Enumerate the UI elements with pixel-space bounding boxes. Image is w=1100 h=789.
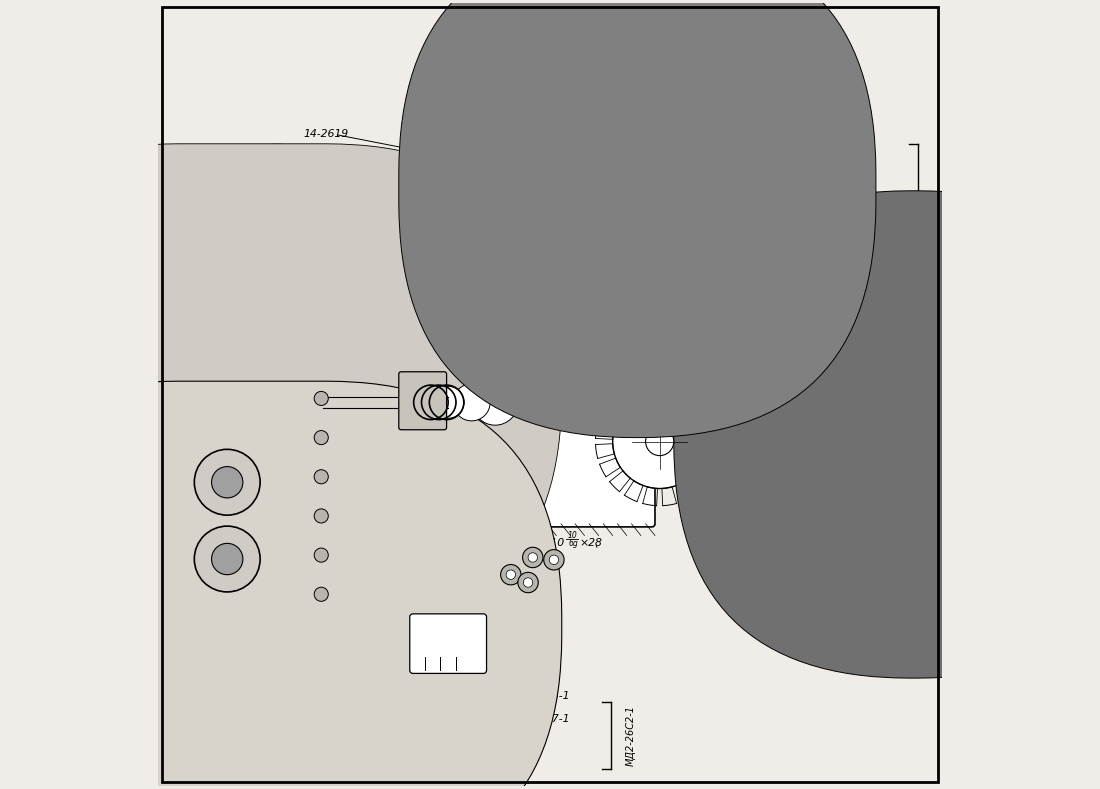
Circle shape <box>524 578 532 587</box>
FancyBboxPatch shape <box>410 614 486 673</box>
Circle shape <box>500 564 521 585</box>
Text: СМД2-2601-1: СМД2-2601-1 <box>342 313 417 323</box>
FancyBboxPatch shape <box>616 204 647 224</box>
Text: СМД2-2616-1: СМД2-2616-1 <box>201 492 276 501</box>
Circle shape <box>528 553 538 562</box>
Circle shape <box>453 361 537 444</box>
Text: OЛТ: OЛТ <box>458 341 642 417</box>
Circle shape <box>419 373 477 432</box>
Circle shape <box>836 391 851 407</box>
Circle shape <box>211 544 243 574</box>
Circle shape <box>613 394 706 488</box>
Text: 6g: 6g <box>568 539 578 548</box>
Text: СМД2-26С2-1: СМД2-26С2-1 <box>932 278 942 350</box>
FancyBboxPatch shape <box>0 381 562 789</box>
Circle shape <box>751 323 772 343</box>
Text: ×28: ×28 <box>580 538 603 548</box>
Circle shape <box>195 450 260 515</box>
Text: 3.2×25: 3.2×25 <box>778 45 817 54</box>
FancyBboxPatch shape <box>617 211 646 300</box>
Text: СМД2-2609-2: СМД2-2609-2 <box>304 158 377 167</box>
Circle shape <box>781 296 796 312</box>
FancyBboxPatch shape <box>399 372 447 430</box>
Circle shape <box>858 393 880 415</box>
Circle shape <box>315 509 328 523</box>
Circle shape <box>522 548 543 567</box>
Circle shape <box>855 469 877 492</box>
Text: 10: 10 <box>568 531 578 540</box>
Circle shape <box>751 394 772 414</box>
Circle shape <box>315 548 328 562</box>
Circle shape <box>860 321 882 342</box>
Circle shape <box>432 387 464 418</box>
Text: СМД2-2618: СМД2-2618 <box>342 288 406 297</box>
Circle shape <box>613 308 706 402</box>
Circle shape <box>453 383 491 421</box>
FancyBboxPatch shape <box>399 0 876 438</box>
Text: 10.65Г: 10.65Г <box>495 623 532 633</box>
Text: 207: 207 <box>342 346 363 357</box>
FancyBboxPatch shape <box>717 297 813 509</box>
Text: СМД2-2603-1б: СМД2-2603-1б <box>778 70 858 80</box>
Circle shape <box>646 428 674 455</box>
Circle shape <box>518 572 538 593</box>
Circle shape <box>646 341 674 369</box>
Text: СМД2-2604-2: СМД2-2604-2 <box>342 410 417 421</box>
Text: СМД2-2623: СМД2-2623 <box>495 668 559 679</box>
Circle shape <box>211 466 243 498</box>
Circle shape <box>315 431 328 445</box>
Text: М10: М10 <box>542 538 565 548</box>
Text: М10.6Н: М10.6Н <box>495 645 537 656</box>
Text: СМД2-2605Б: СМД2-2605Б <box>342 480 414 490</box>
Text: СМД2-2611: СМД2-2611 <box>734 495 798 504</box>
Text: СМД2-26С2-1: СМД2-26С2-1 <box>842 511 851 579</box>
Text: 10.65Г: 10.65Г <box>828 399 865 409</box>
Circle shape <box>315 469 328 484</box>
Circle shape <box>195 526 260 592</box>
Circle shape <box>754 343 769 359</box>
Text: М16.6Н: М16.6Н <box>778 150 818 159</box>
Text: НШ50У-2-Л: НШ50У-2-Л <box>201 515 264 525</box>
Text: 10×1.5.04: 10×1.5.04 <box>495 600 552 609</box>
Text: СМД2-26С3-1: СМД2-26С3-1 <box>298 316 308 387</box>
Circle shape <box>747 282 886 421</box>
Circle shape <box>315 587 328 601</box>
FancyBboxPatch shape <box>165 375 341 634</box>
Text: СМД2-2615-1: СМД2-2615-1 <box>828 336 903 346</box>
FancyBboxPatch shape <box>512 294 654 527</box>
Text: СМД2-2607-1: СМД2-2607-1 <box>495 714 570 724</box>
Text: Б7.938-200: Б7.938-200 <box>304 240 366 250</box>
Polygon shape <box>828 277 916 536</box>
Circle shape <box>506 570 516 579</box>
Text: 204К: 204К <box>778 96 805 107</box>
Circle shape <box>776 310 858 393</box>
Circle shape <box>315 391 328 406</box>
Text: 6×11: 6×11 <box>342 376 372 386</box>
Text: СМД2-26С3-1: СМД2-26С3-1 <box>734 522 810 533</box>
FancyBboxPatch shape <box>674 191 1100 678</box>
Circle shape <box>543 550 564 570</box>
Text: М10.6g×45: М10.6g×45 <box>828 372 891 382</box>
Circle shape <box>781 391 796 407</box>
Circle shape <box>549 555 559 564</box>
Text: СМД2-26С2-1: СМД2-26С2-1 <box>240 256 250 329</box>
FancyBboxPatch shape <box>0 144 562 630</box>
Text: М8.6g×16: М8.6g×16 <box>734 468 791 478</box>
Text: 14-2619: 14-2619 <box>304 129 349 140</box>
Text: СМД7-2602-1: СМД7-2602-1 <box>342 456 417 466</box>
Text: 16×32: 16×32 <box>778 123 814 133</box>
Circle shape <box>472 380 518 425</box>
Circle shape <box>751 462 772 483</box>
Text: СМД2-2617б: СМД2-2617б <box>304 212 374 222</box>
Text: О11-015-25-22: О11-015-25-22 <box>304 185 385 195</box>
Circle shape <box>438 368 505 436</box>
Text: МД2-26С2-1: МД2-26С2-1 <box>626 705 636 766</box>
Circle shape <box>864 343 879 359</box>
Circle shape <box>836 296 851 312</box>
Text: СМД2-2606-1: СМД2-2606-1 <box>495 691 570 701</box>
